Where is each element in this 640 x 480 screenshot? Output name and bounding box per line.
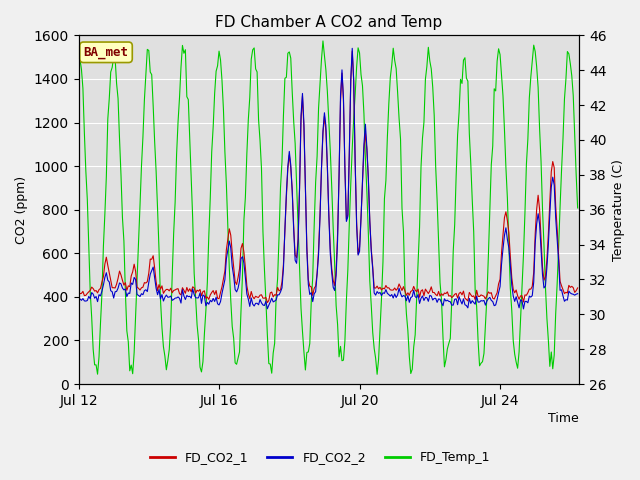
Y-axis label: CO2 (ppm): CO2 (ppm) bbox=[15, 176, 28, 244]
Text: Time: Time bbox=[548, 412, 579, 425]
Title: FD Chamber A CO2 and Temp: FD Chamber A CO2 and Temp bbox=[215, 15, 442, 30]
Text: BA_met: BA_met bbox=[84, 46, 129, 59]
Legend: FD_CO2_1, FD_CO2_2, FD_Temp_1: FD_CO2_1, FD_CO2_2, FD_Temp_1 bbox=[145, 446, 495, 469]
Y-axis label: Temperature (C): Temperature (C) bbox=[612, 159, 625, 261]
